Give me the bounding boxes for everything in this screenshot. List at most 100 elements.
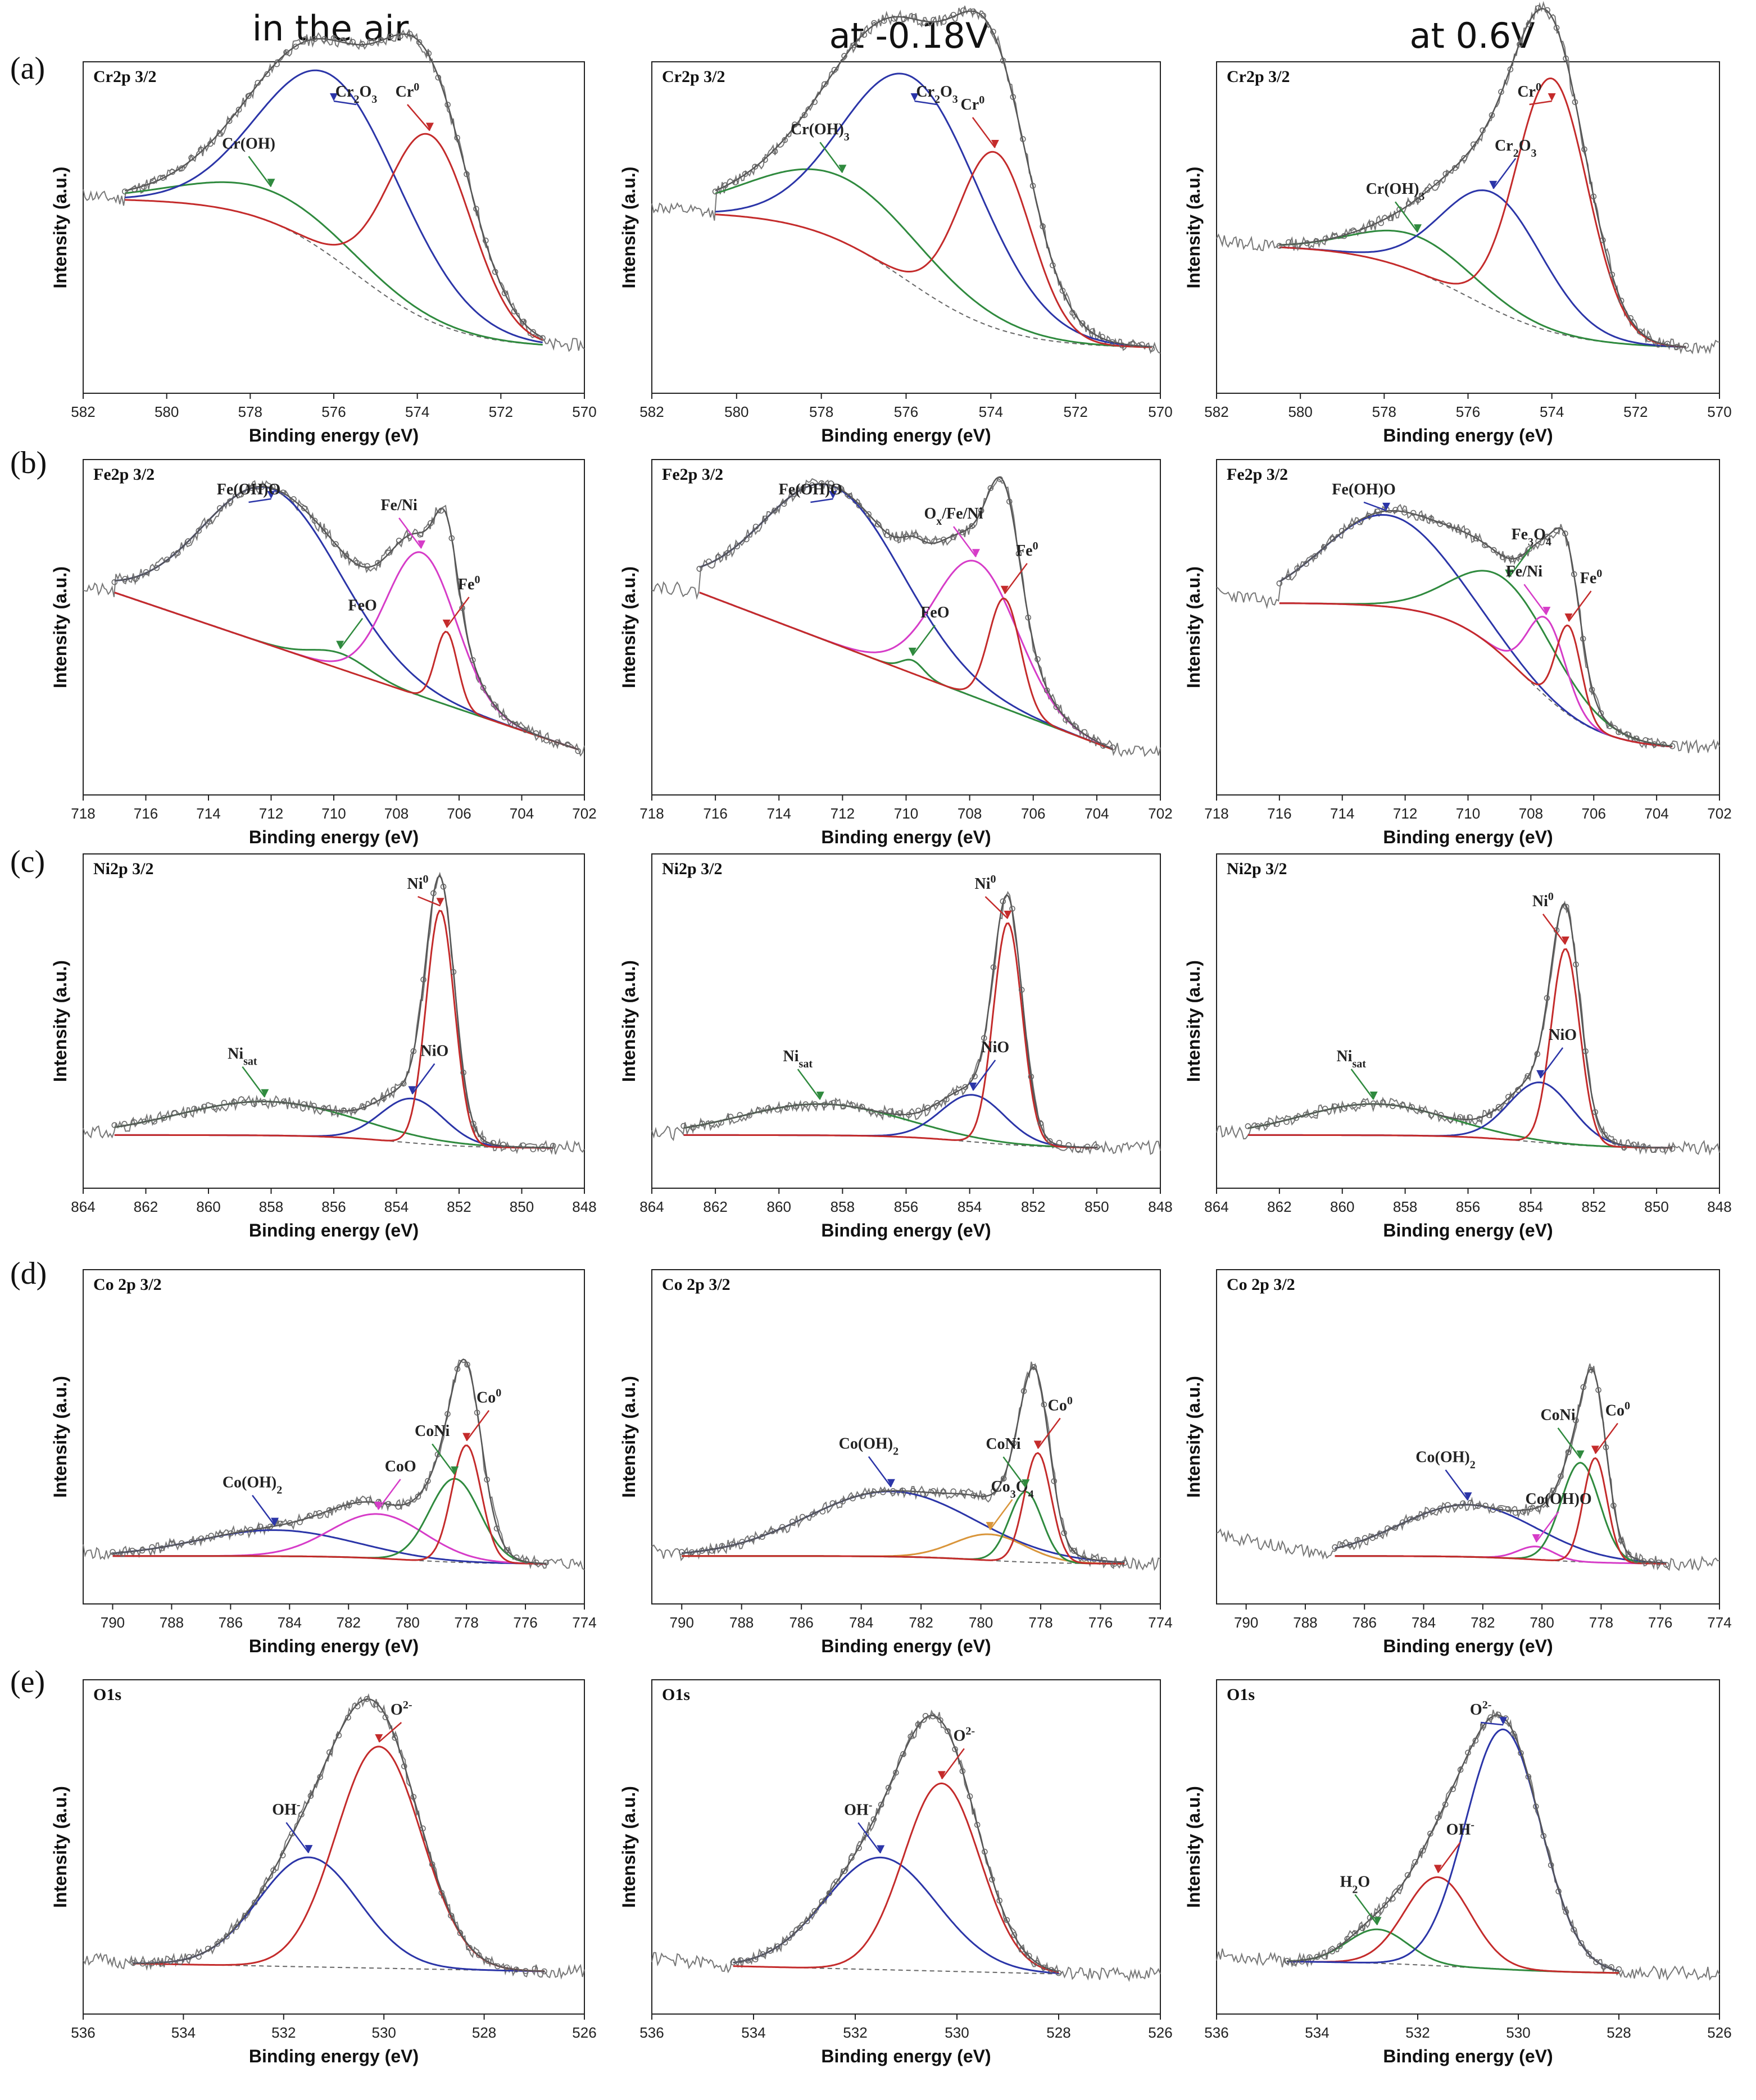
data-point: [856, 502, 863, 509]
data-point: [1534, 1051, 1541, 1057]
data-point: [801, 112, 808, 118]
panel-title: O1s: [1227, 1685, 1255, 1704]
data-point: [870, 1816, 877, 1822]
data-point: [893, 535, 900, 542]
data-point: [1555, 1888, 1562, 1894]
label-part: Co(OH): [1415, 1448, 1469, 1466]
data-point: [245, 93, 252, 99]
x-tick-label: 718: [1204, 805, 1228, 822]
label-part: 0: [496, 1387, 501, 1399]
data-point: [440, 883, 447, 890]
data-point: [1526, 21, 1532, 28]
data-point: [1646, 336, 1652, 343]
label-part: Cr(OH): [791, 121, 844, 138]
peak-annotation-label: Ni0: [407, 873, 429, 893]
data-point: [1651, 741, 1658, 748]
data-point: [267, 1524, 274, 1530]
data-point: [1595, 1387, 1601, 1393]
data-point: [1377, 1530, 1383, 1537]
data-point: [890, 1488, 896, 1494]
data-point: [307, 1793, 314, 1799]
peak-annotation-label: OH-: [844, 1799, 872, 1819]
data-point: [1482, 1502, 1489, 1509]
annotation-arrowhead: [1499, 1717, 1508, 1725]
data-point: [410, 1048, 417, 1054]
x-tick-label: 854: [958, 1198, 982, 1215]
data-point: [1467, 1499, 1474, 1506]
x-tick-label: 718: [71, 805, 95, 822]
data-point: [1660, 741, 1667, 748]
label-part: Cr(OH): [222, 135, 275, 152]
data-point: [1332, 1103, 1338, 1110]
data-point: [734, 543, 740, 549]
panel-title: Cr2p 3/2: [93, 67, 157, 86]
label-part: Ni: [407, 875, 423, 893]
annotation-arrow: [1529, 100, 1552, 106]
data-point: [841, 53, 847, 59]
data-point: [1544, 7, 1550, 13]
data-point: [1347, 1542, 1353, 1548]
annotation-arrowhead: [1414, 224, 1422, 233]
peak-annotation-label: CoNi: [415, 1422, 450, 1440]
data-point: [929, 1713, 936, 1720]
data-point: [216, 505, 223, 511]
envelope-line: [715, 10, 1152, 348]
data-point: [1495, 1711, 1501, 1718]
data-point: [908, 1733, 914, 1740]
peak-annotation-label: Fe0: [458, 574, 480, 593]
x-tick-label: 860: [767, 1198, 791, 1215]
panel-0-1: Cr2p 3/2 582 580 578 576 574 572 570 Binding ene…: [619, 6, 1173, 446]
data-point: [160, 175, 166, 181]
data-point: [924, 1104, 931, 1111]
data-point: [119, 1551, 126, 1557]
data-point: [1571, 571, 1577, 578]
data-point: [696, 566, 703, 572]
label-part: 4: [1028, 1488, 1034, 1501]
label-part: Cr: [335, 83, 354, 101]
label-part: -: [297, 1799, 301, 1811]
data-point: [280, 1098, 287, 1104]
data-point: [1149, 346, 1155, 352]
data-point: [1631, 1142, 1637, 1148]
x-tick-label: 530: [945, 2024, 969, 2041]
data-point: [940, 19, 947, 25]
data-point: [1655, 1560, 1662, 1566]
x-axis-label: Binding energy (eV): [1383, 827, 1553, 847]
plot-frame: [1216, 1679, 1720, 2015]
data-point: [896, 1110, 903, 1116]
annotation-arrowhead: [972, 549, 980, 557]
data-point: [950, 1488, 956, 1494]
x-tick-label: 788: [160, 1614, 184, 1631]
data-point: [316, 1510, 323, 1516]
x-tick-label: 574: [405, 403, 429, 420]
label-part: 3: [1010, 1488, 1016, 1501]
data-point: [530, 329, 537, 335]
data-point: [297, 1519, 303, 1525]
data-point: [1473, 535, 1479, 542]
data-point: [480, 1136, 487, 1142]
label-part: 0: [1596, 567, 1602, 580]
data-point: [1419, 515, 1426, 521]
data-point: [732, 179, 738, 185]
peak-green-line: [125, 181, 543, 346]
data-point: [1640, 1143, 1646, 1149]
x-tick-label: 862: [1267, 1198, 1291, 1215]
peak-annotation-label: Nisat: [783, 1048, 813, 1070]
data-point: [1369, 220, 1375, 227]
peak-red-line: [733, 1782, 1059, 1974]
x-tick-label: 534: [741, 2024, 765, 2041]
data-point: [818, 480, 825, 487]
data-point: [1600, 237, 1606, 243]
data-point: [1274, 1121, 1280, 1127]
data-point: [729, 1541, 736, 1548]
data-point: [1592, 1109, 1599, 1115]
data-point: [980, 12, 987, 19]
data-point: [169, 169, 176, 175]
data-point: [1465, 1749, 1471, 1756]
data-point: [1505, 1506, 1512, 1512]
peak-annotation-label: Ni0: [1532, 890, 1554, 910]
data-point: [1069, 310, 1076, 316]
data-point: [464, 171, 470, 178]
data-point: [837, 485, 843, 492]
data-point: [385, 1501, 392, 1507]
